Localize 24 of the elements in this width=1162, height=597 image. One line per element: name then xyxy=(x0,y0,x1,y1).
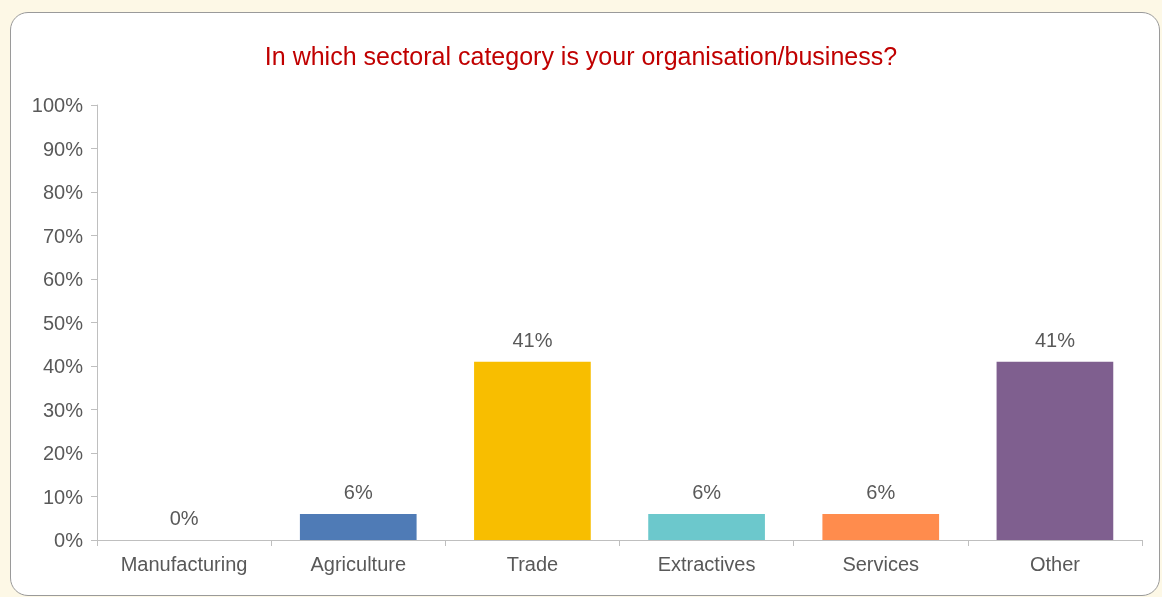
x-tick-label: Manufacturing xyxy=(120,553,248,575)
x-tick-label: Agriculture xyxy=(310,553,407,575)
x-tick-label: Services xyxy=(842,553,920,575)
x-tick-label: Extractives xyxy=(657,553,756,575)
y-tick-label: 100% xyxy=(31,94,84,116)
y-tick-label: 60% xyxy=(42,268,84,290)
y-tick-label: 20% xyxy=(42,442,84,464)
y-tick-label: 70% xyxy=(42,224,84,247)
data-label: 41% xyxy=(512,328,553,351)
y-tick-label: 80% xyxy=(42,181,84,203)
y-tick-label: 40% xyxy=(42,355,84,377)
y-tick-label: 30% xyxy=(42,398,84,421)
data-label: 6% xyxy=(692,480,722,503)
y-tick-label: 50% xyxy=(42,311,84,334)
data-label: 6% xyxy=(866,480,896,503)
data-label: 41% xyxy=(1034,328,1076,351)
x-tick-label: Other xyxy=(1029,553,1081,575)
x-tick-label: Trade xyxy=(506,553,559,575)
y-tick-label: 10% xyxy=(42,485,84,508)
y-tick-label: 0% xyxy=(54,529,84,551)
data-label: 0% xyxy=(169,507,199,529)
chart-title: In which sectoral category is your organisation/business? xyxy=(264,41,898,70)
data-label: 6% xyxy=(343,480,373,503)
y-tick-label: 90% xyxy=(42,137,84,160)
